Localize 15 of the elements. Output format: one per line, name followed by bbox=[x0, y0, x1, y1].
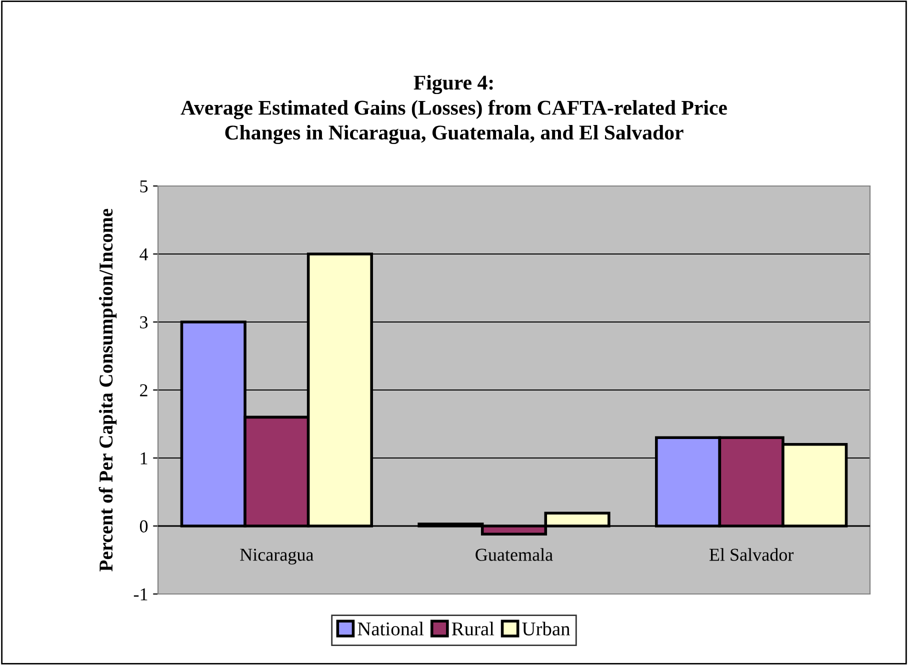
y-tick-label: -1 bbox=[134, 588, 148, 600]
y-tick-label: 1 bbox=[140, 452, 148, 464]
y-tick-label: 0 bbox=[140, 520, 148, 532]
y-tick-label: 2 bbox=[140, 384, 148, 396]
legend-label: National bbox=[358, 622, 424, 636]
y-tick-label: 3 bbox=[140, 316, 148, 328]
x-tick-label: Nicaragua bbox=[240, 548, 314, 565]
y-tick-label: 4 bbox=[140, 248, 148, 260]
legend-label: Rural bbox=[452, 622, 494, 636]
chart-title: Figure 4: Average Estimated Gains (Losses) from CAFTA-related Price Changes in Nicaragua, Guatemala, and El Salvador bbox=[180, 75, 727, 144]
x-tick-label: Guatemala bbox=[476, 548, 553, 561]
y-tick-label: 5 bbox=[140, 180, 148, 192]
y-axis-title: Percent of Per Capita Consumption/Income bbox=[98, 208, 117, 572]
legend-label: Urban bbox=[522, 622, 570, 636]
x-tick-label: El Salvador bbox=[709, 548, 794, 561]
